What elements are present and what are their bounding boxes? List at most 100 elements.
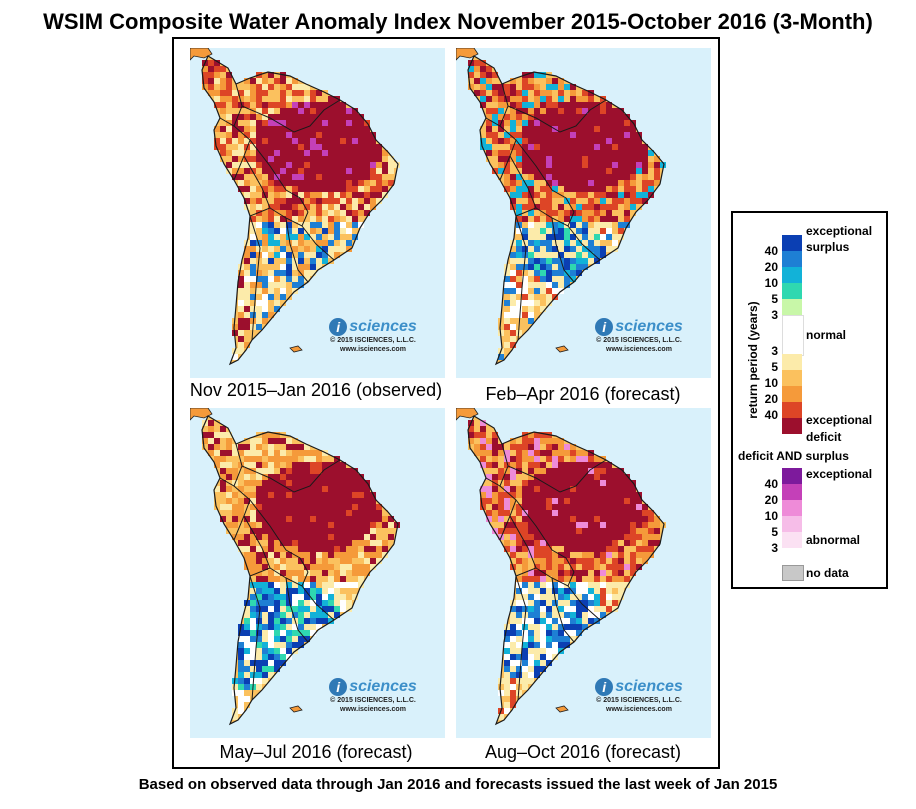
anomaly-cell [510,174,516,180]
anomaly-cell [256,108,262,114]
anomaly-cell [262,150,268,156]
anomaly-cell [540,132,546,138]
anomaly-cell [298,198,304,204]
anomaly-cell [268,138,274,144]
anomaly-cell [600,576,606,582]
anomaly-cell [298,600,304,606]
anomaly-cell [600,606,606,612]
anomaly-cell [274,264,280,270]
anomaly-cell [388,534,394,540]
anomaly-cell [232,468,238,474]
anomaly-cell [280,504,286,510]
anomaly-cell [498,144,504,150]
anomaly-cell [504,120,510,126]
anomaly-cell [310,624,316,630]
anomaly-cell [292,456,298,462]
anomaly-cell [322,252,328,258]
anomaly-cell [534,540,540,546]
anomaly-cell [286,462,292,468]
anomaly-cell [286,474,292,480]
country-border [535,567,575,587]
anomaly-cell [540,528,546,534]
anomaly-cell [588,168,594,174]
anomaly-cell [322,594,328,600]
anomaly-cell [558,174,564,180]
anomaly-cell [256,288,262,294]
anomaly-cell [262,240,268,246]
anomaly-cell [244,654,250,660]
anomaly-cell [594,570,600,576]
anomaly-cell [618,180,624,186]
anomaly-cell [582,618,588,624]
anomaly-cell [244,468,250,474]
anomaly-cell [286,252,292,258]
anomaly-cell [268,192,274,198]
anomaly-cell [352,486,358,492]
anomaly-cell [262,294,268,300]
anomaly-cell [256,84,262,90]
anomaly-cell [346,210,352,216]
anomaly-cell [606,516,612,522]
anomaly-cell [250,240,256,246]
map-panel-may-jul: i sciences © 2015 ISCIENCES, L.L.C. www.i… [190,408,445,738]
anomaly-cell [552,120,558,126]
anomaly-cell [606,570,612,576]
anomaly-cell [576,612,582,618]
anomaly-cell [376,168,382,174]
anomaly-cell [262,120,268,126]
anomaly-cell [352,582,358,588]
anomaly-cell [370,540,376,546]
anomaly-cell [238,120,244,126]
anomaly-cell [516,204,522,210]
anomaly-cell [346,156,352,162]
anomaly-cell [558,522,564,528]
anomaly-cell [304,624,310,630]
anomaly-cell [226,78,232,84]
anomaly-cell [528,594,534,600]
anomaly-cell [370,144,376,150]
anomaly-cell [298,108,304,114]
anomaly-cell [256,570,262,576]
anomaly-cell [370,522,376,528]
anomaly-cell [534,138,540,144]
anomaly-cell [588,582,594,588]
anomaly-cell [540,576,546,582]
anomaly-cell [474,426,480,432]
anomaly-cell [286,618,292,624]
anomaly-cell [214,60,220,66]
anomaly-cell [280,276,286,282]
anomaly-cell [564,282,570,288]
anomaly-cell [570,516,576,522]
anomaly-cell [534,120,540,126]
anomaly-cell [588,576,594,582]
anomaly-cell [498,684,504,690]
anomaly-cell [570,456,576,462]
anomaly-cell [346,594,352,600]
anomaly-cell [594,126,600,132]
anomaly-cell [352,138,358,144]
anomaly-cell [358,570,364,576]
anomaly-cell [256,522,262,528]
anomaly-cell [274,630,280,636]
anomaly-cell [232,462,238,468]
anomaly-cell [618,204,624,210]
anomaly-cell [534,654,540,660]
anomaly-cell [504,270,510,276]
anomaly-cell [322,462,328,468]
anomaly-cell [274,432,280,438]
anomaly-cell [340,510,346,516]
anomaly-cell [504,540,510,546]
anomaly-cell [292,138,298,144]
anomaly-cell [310,270,316,276]
anomaly-cell [588,612,594,618]
anomaly-cell [298,528,304,534]
anomaly-cell [582,234,588,240]
anomaly-cell [576,222,582,228]
legend-surplus-swatch [782,251,802,267]
anomaly-cell [486,126,492,132]
anomaly-cell [280,264,286,270]
anomaly-cell [268,252,274,258]
anomaly-cell [522,132,528,138]
anomaly-cell [238,162,244,168]
anomaly-cell [510,168,516,174]
